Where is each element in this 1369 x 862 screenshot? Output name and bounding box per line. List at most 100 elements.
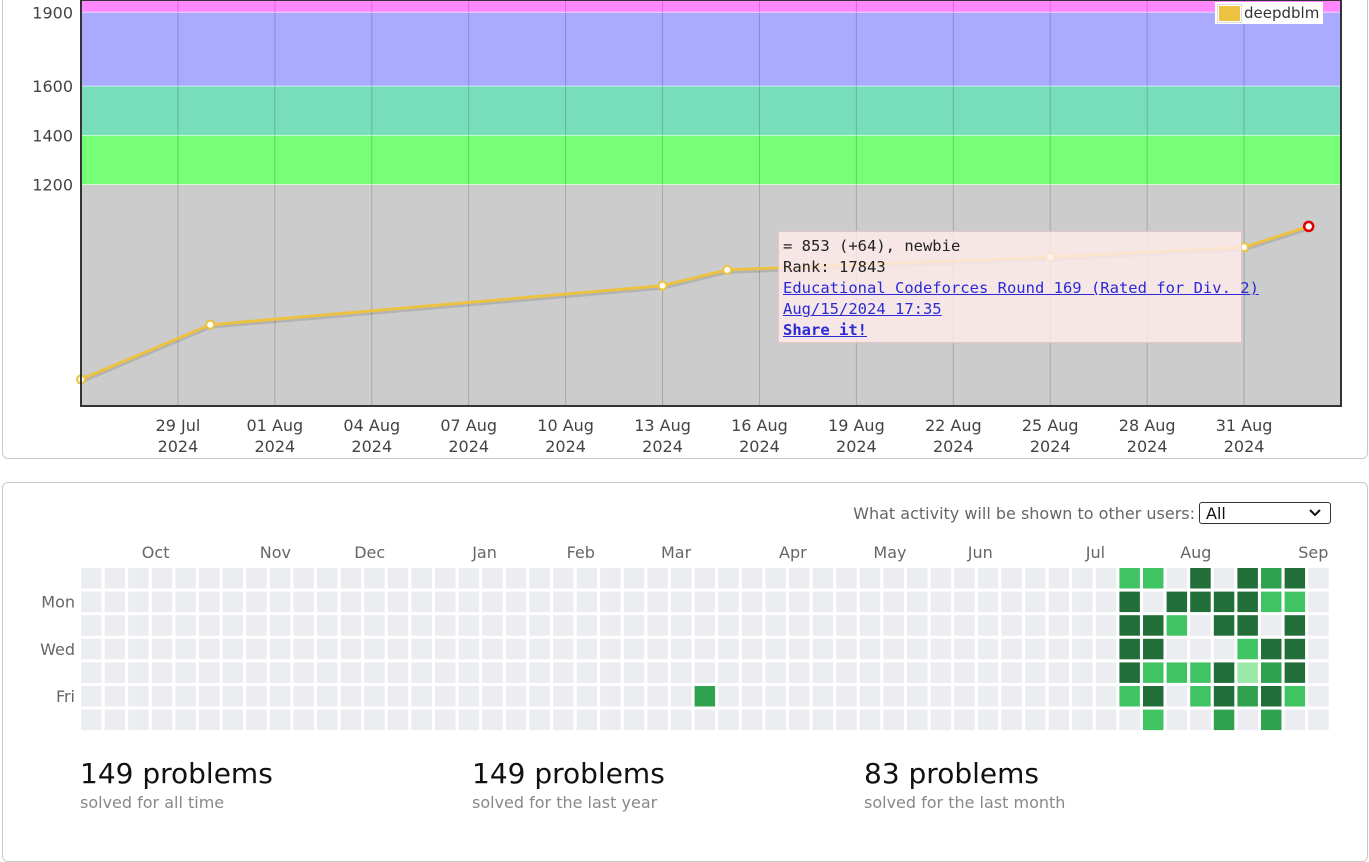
activity-cell [765,709,786,731]
activity-cell [340,686,362,707]
activity-cell [1095,662,1117,683]
activity-cell [411,615,432,636]
x-tick-label-year: 2024 [254,437,295,456]
activity-cell [907,662,928,683]
activity-cell [647,709,668,731]
activity-cell [623,638,645,660]
y-tick-label: 1200 [32,176,73,195]
activity-cell [883,591,904,613]
activity-cell [411,591,432,613]
activity-cell [364,638,385,660]
activity-cell [741,638,763,660]
legend-label: deepdblm [1244,4,1320,22]
activity-cell [151,615,173,636]
activity-cell [411,686,432,707]
activity-cell [104,709,126,731]
activity-cell [647,686,668,707]
activity-cell [317,638,338,660]
activity-cell [222,591,244,613]
x-tick-label-year: 2024 [642,437,683,456]
visibility-select[interactable]: All [1199,502,1331,524]
activity-cell [269,568,291,589]
activity-cell [671,638,692,660]
activity-cell [576,709,598,731]
activity-cell [765,686,786,707]
activity-cell [458,591,480,613]
activity-cell [694,662,716,683]
activity-cell [151,662,173,683]
activity-cell [175,638,196,660]
activity-cell [128,709,149,731]
activity-cell [293,615,314,636]
activity-cell [647,568,668,589]
tooltip-contest-link[interactable]: Educational Codeforces Round 169 (Rated … [783,279,1259,297]
tooltip-date-link[interactable]: Aug/15/2024 17:35 [783,300,942,318]
activity-cell [1213,638,1235,660]
activity-cell [81,638,102,660]
activity-cell [387,615,409,636]
activity-cell [671,591,692,613]
month-label: Jul [1085,543,1105,562]
activity-cell [623,615,645,636]
activity-cell [293,709,314,731]
rating-band [81,135,1341,185]
activity-cell [411,638,432,660]
activity-cell [529,591,550,613]
activity-cell [458,638,480,660]
activity-cell [930,709,952,731]
month-label: Mar [661,543,692,562]
activity-cell-active [1166,591,1188,613]
activity-cell [859,638,881,660]
activity-cell [1072,638,1093,660]
activity-cell [269,591,291,613]
activity-cell [199,568,220,589]
activity-cell [1308,591,1329,613]
month-label: Oct [142,543,170,562]
activity-cell [387,638,409,660]
x-tick-label-year: 2024 [351,437,392,456]
activity-cell [482,709,503,731]
activity-cell-active [1284,591,1306,613]
month-label: Jun [967,543,993,562]
activity-cell-active [1143,615,1164,636]
activity-cell [907,615,928,636]
activity-cell [623,709,645,731]
activity-cell [151,709,173,731]
activity-cell [81,615,102,636]
x-tick-label: 07 Aug [440,416,497,435]
activity-cell [505,709,527,731]
activity-cell [977,591,999,613]
activity-cell [553,615,574,636]
month-label: Feb [567,543,595,562]
tooltip-share-link[interactable]: Share it! [783,321,867,339]
activity-cell [576,686,598,707]
activity-cell [1095,568,1117,589]
activity-cell [269,686,291,707]
activity-cell [1095,709,1117,731]
activity-cell [812,662,834,683]
activity-cell-active [1166,615,1188,636]
activity-cell-active [1261,591,1282,613]
activity-cell [553,568,574,589]
activity-cell [859,591,881,613]
activity-cell [1119,709,1140,731]
x-tick-label-year: 2024 [836,437,877,456]
activity-cell [1025,662,1046,683]
activity-cell [647,591,668,613]
activity-cell [553,662,574,683]
activity-cell [1001,638,1022,660]
activity-cell [293,662,314,683]
activity-cell [151,686,173,707]
activity-cell [1001,709,1022,731]
activity-cell [1166,686,1188,707]
activity-cell [977,662,999,683]
activity-cell [789,638,810,660]
activity-cell [458,709,480,731]
stat-count: 83 problems [864,757,1039,790]
activity-cell [364,709,385,731]
x-tick-label: 04 Aug [343,416,400,435]
activity-cell [199,686,220,707]
activity-cell [694,709,716,731]
activity-cell [1072,591,1093,613]
activity-cell [175,615,196,636]
